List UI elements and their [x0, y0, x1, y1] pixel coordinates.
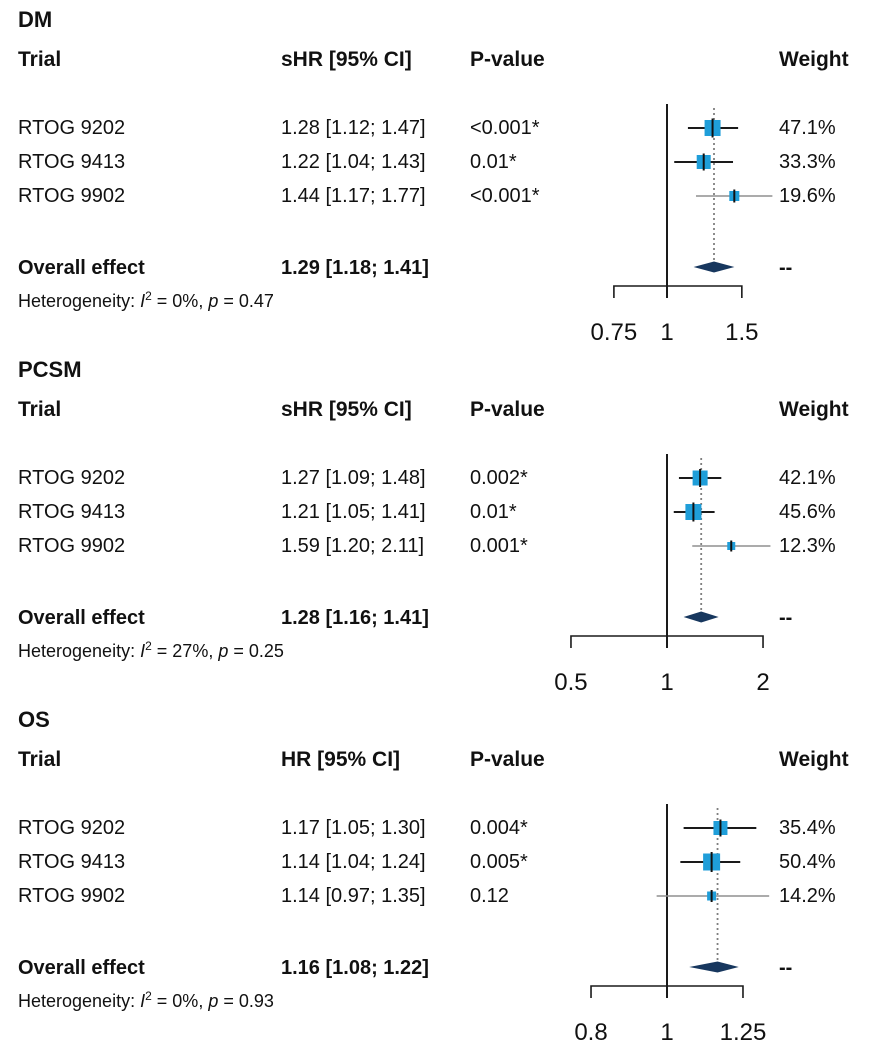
p-value: 0.004* — [470, 817, 528, 839]
heterogeneity-text: Heterogeneity: I2 = 0%, p = 0.93 — [18, 989, 274, 1011]
p-value: <0.001* — [470, 117, 540, 139]
weight-value: 42.1% — [779, 467, 836, 489]
column-header-trial: Trial — [18, 48, 62, 71]
svg-text:0.75: 0.75 — [591, 319, 638, 346]
trial-name: RTOG 9413 — [18, 501, 126, 523]
p-value: 0.002* — [470, 467, 528, 489]
column-header-weight: Weight — [779, 748, 849, 771]
overall-ci-value: 1.28 [1.16; 1.41] — [281, 607, 429, 629]
weight-value: 45.6% — [779, 501, 836, 523]
weight-value: 19.6% — [779, 185, 836, 207]
svg-text:0.8: 0.8 — [574, 1019, 607, 1046]
trial-name: RTOG 9413 — [18, 851, 126, 873]
weight-value: 12.3% — [779, 535, 836, 557]
p-value: 0.005* — [470, 851, 528, 873]
weight-value: 33.3% — [779, 151, 836, 173]
weight-value: 47.1% — [779, 117, 836, 139]
column-header-pvalue: P-value — [470, 48, 545, 71]
svg-text:0.5: 0.5 — [554, 669, 587, 696]
overall-label: Overall effect — [18, 957, 145, 979]
trial-name: RTOG 9202 — [18, 117, 126, 139]
overall-weight-value: -- — [779, 257, 793, 279]
panel-pcsm: 0.5 1 2 PCSM Trial sHR [95% CI] P-value We… — [0, 350, 877, 700]
heterogeneity-text: Heterogeneity: I2 = 27%, p = 0.25 — [18, 639, 284, 661]
svg-text:1: 1 — [660, 669, 673, 696]
p-value: 0.12 — [470, 885, 509, 907]
panel-os: 0.8 1 1.25 OS Trial HR [95% CI] P-value We… — [0, 700, 877, 1050]
effect-ci-value: 1.27 [1.09; 1.48] — [281, 467, 426, 489]
p-value: 0.001* — [470, 535, 528, 557]
trial-name: RTOG 9902 — [18, 535, 126, 557]
panel-title: DM — [18, 7, 53, 32]
trial-name: RTOG 9902 — [18, 185, 126, 207]
p-value: <0.001* — [470, 185, 540, 207]
effect-ci-value: 1.59 [1.20; 2.11] — [281, 535, 425, 557]
column-header-effect: sHR [95% CI] — [281, 48, 412, 71]
overall-label: Overall effect — [18, 257, 145, 279]
effect-ci-value: 1.17 [1.05; 1.30] — [281, 817, 426, 839]
p-value: 0.01* — [470, 501, 517, 523]
column-header-pvalue: P-value — [470, 748, 545, 771]
column-header-trial: Trial — [18, 748, 62, 771]
effect-ci-value: 1.21 [1.05; 1.41] — [281, 501, 426, 523]
effect-ci-value: 1.14 [1.04; 1.24] — [281, 851, 426, 873]
panel-title: OS — [18, 707, 50, 732]
effect-ci-value: 1.28 [1.12; 1.47] — [281, 117, 426, 139]
column-header-effect: sHR [95% CI] — [281, 398, 412, 421]
overall-weight-value: -- — [779, 607, 793, 629]
trial-name: RTOG 9202 — [18, 467, 126, 489]
weight-value: 35.4% — [779, 817, 836, 839]
svg-text:1: 1 — [660, 1019, 673, 1046]
svg-text:1: 1 — [660, 319, 673, 346]
p-value: 0.01* — [470, 151, 517, 173]
weight-value: 14.2% — [779, 885, 836, 907]
overall-weight-value: -- — [779, 957, 793, 979]
overall-ci-value: 1.29 [1.18; 1.41] — [281, 257, 429, 279]
effect-ci-value: 1.14 [0.97; 1.35] — [281, 885, 426, 907]
effect-ci-value: 1.22 [1.04; 1.43] — [281, 151, 426, 173]
column-header-trial: Trial — [18, 398, 62, 421]
column-header-weight: Weight — [779, 48, 849, 71]
overall-label: Overall effect — [18, 607, 145, 629]
overall-ci-value: 1.16 [1.08; 1.22] — [281, 957, 429, 979]
svg-text:1.5: 1.5 — [725, 319, 758, 346]
svg-text:1.25: 1.25 — [720, 1019, 767, 1046]
panel-dm: 0.75 1 1.5 DM Trial sHR [95% CI] P-value W… — [0, 0, 877, 350]
column-header-effect: HR [95% CI] — [281, 748, 401, 771]
panel-title: PCSM — [18, 357, 82, 382]
trial-name: RTOG 9202 — [18, 817, 126, 839]
trial-name: RTOG 9902 — [18, 885, 126, 907]
svg-text:2: 2 — [756, 669, 769, 696]
column-header-weight: Weight — [779, 398, 849, 421]
heterogeneity-text: Heterogeneity: I2 = 0%, p = 0.47 — [18, 289, 274, 311]
effect-ci-value: 1.44 [1.17; 1.77] — [281, 185, 426, 207]
trial-name: RTOG 9413 — [18, 151, 126, 173]
weight-value: 50.4% — [779, 851, 836, 873]
column-header-pvalue: P-value — [470, 398, 545, 421]
